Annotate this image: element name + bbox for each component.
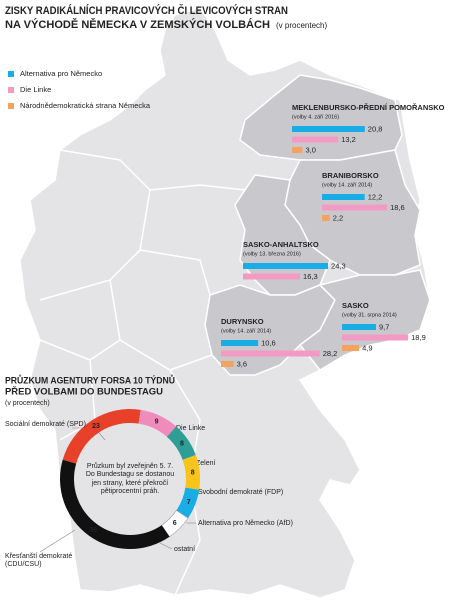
bar bbox=[221, 361, 234, 367]
state-note: (volby 31. srpna 2014) bbox=[342, 312, 397, 318]
bar bbox=[322, 204, 388, 211]
donut-note: Průzkum byl zveřejněn 5. 7. Do Bundestag… bbox=[85, 463, 175, 496]
donut-segment bbox=[166, 426, 196, 460]
bar bbox=[221, 340, 259, 346]
state-name: MEKLENBURSKO-PŘEDNÍ POMOŘANSKO bbox=[292, 103, 445, 112]
category-label: Alternativa pro Německo (AfD) bbox=[198, 520, 293, 527]
chart-title: PRŮZKUM AGENTURY FORSA 10 TÝDNŮ bbox=[5, 374, 175, 385]
bar bbox=[342, 345, 360, 351]
state-note: (volby 14. září 2014) bbox=[221, 328, 271, 334]
legend-label: Die Linke bbox=[20, 85, 51, 94]
bar bbox=[292, 147, 303, 153]
value-label: 3,0 bbox=[306, 145, 316, 154]
bar bbox=[322, 194, 365, 200]
value-label: 28,2 bbox=[323, 349, 338, 358]
leader-line bbox=[159, 542, 173, 550]
state bbox=[298, 269, 431, 371]
category-label: Křesťanští demokraté (CDU/CSU) bbox=[5, 553, 73, 569]
value-label: 16,3 bbox=[303, 272, 318, 281]
state-name: DURYNSKO bbox=[221, 317, 264, 326]
chart-subtitle: (v procentech) bbox=[5, 400, 50, 407]
chart-title: ZISKY RADIKÁLNÍCH PRAVICOVÝCH ČI LEVICOV… bbox=[5, 4, 288, 17]
value-label: 23 bbox=[92, 423, 100, 430]
border bbox=[39, 189, 151, 301]
bar bbox=[243, 263, 329, 269]
map bbox=[19, 7, 431, 599]
state-name: BRANIBORSKO bbox=[322, 171, 379, 180]
value-label: 4,9 bbox=[362, 343, 372, 352]
border bbox=[39, 279, 121, 361]
bar bbox=[292, 126, 365, 132]
bar bbox=[292, 136, 339, 143]
value-label: 39 bbox=[89, 527, 97, 534]
value-label: 3,6 bbox=[237, 359, 247, 368]
value-label: 9 bbox=[155, 419, 159, 426]
donut-segment bbox=[59, 459, 170, 549]
value-label: 18,6 bbox=[390, 203, 405, 212]
value-label: 8 bbox=[180, 440, 184, 447]
donut-segment bbox=[138, 409, 177, 437]
bar bbox=[243, 273, 301, 280]
state-name: SASKO-ANHALTSKO bbox=[243, 240, 319, 249]
bar bbox=[342, 334, 409, 341]
leader-line bbox=[39, 529, 76, 553]
category-label: Die Linke bbox=[176, 425, 205, 432]
legend-swatch bbox=[8, 87, 14, 93]
value-label: 7 bbox=[187, 499, 191, 506]
value-label: 2,2 bbox=[333, 213, 343, 222]
donut-segment bbox=[182, 455, 200, 490]
value-label: 20,8 bbox=[368, 124, 383, 133]
border bbox=[139, 249, 211, 296]
bar bbox=[342, 324, 376, 330]
state-note: (volby 4. září 2016) bbox=[292, 114, 339, 120]
legend-label: Alternativa pro Německo bbox=[20, 69, 102, 78]
donut-segment bbox=[176, 487, 200, 519]
legend-label: Národnědemokratická strana Německa bbox=[20, 101, 151, 110]
state bbox=[239, 74, 403, 161]
value-label: 8 bbox=[191, 470, 195, 477]
value-label: 9,7 bbox=[379, 322, 389, 331]
value-label: 24,3 bbox=[331, 261, 346, 270]
category-label: Svobodní demokraté (FDP) bbox=[198, 489, 283, 496]
bar bbox=[221, 350, 320, 357]
state-name: SASKO bbox=[342, 301, 369, 310]
chart-title: PŘED VOLBAMI DO BUNDESTAGU bbox=[5, 385, 163, 396]
value-label: 6 bbox=[173, 520, 177, 527]
value-label: 18,9 bbox=[411, 333, 426, 342]
category-label: ostatní bbox=[174, 546, 195, 553]
state-note: (volby 13. března 2016) bbox=[243, 251, 301, 257]
legend-swatch bbox=[8, 103, 14, 109]
donut-segment bbox=[62, 408, 141, 464]
value-label: 12,2 bbox=[368, 192, 383, 201]
legend-swatch bbox=[8, 71, 14, 77]
chart-subtitle: (v procentech) bbox=[276, 21, 327, 30]
value-label: 10,6 bbox=[261, 338, 276, 347]
bar bbox=[322, 215, 330, 221]
chart-title: NA VÝCHODĚ NĚMECKA V ZEMSKÝCH VOLBÁCH bbox=[5, 18, 270, 31]
donut-segment bbox=[161, 509, 189, 538]
category-label: Zelení bbox=[196, 460, 216, 467]
state-note: (volby 14. září 2014) bbox=[322, 182, 372, 188]
value-label: 13,2 bbox=[341, 135, 356, 144]
category-label: Sociální demokraté (SPD) bbox=[5, 421, 86, 428]
